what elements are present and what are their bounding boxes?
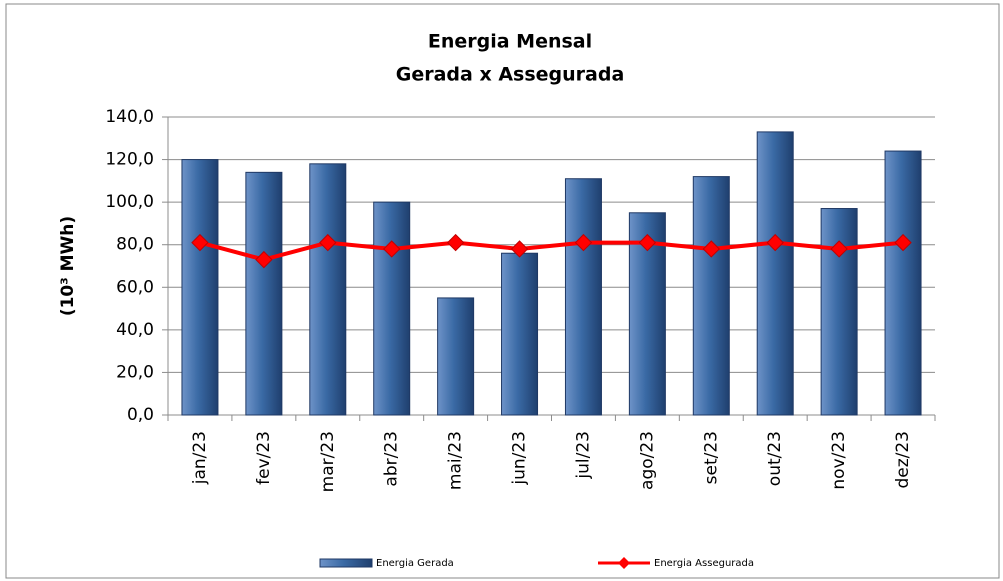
line xyxy=(199,240,904,262)
line-marker xyxy=(446,233,465,252)
x-tick-label: jan/23 xyxy=(190,431,210,485)
line-marker xyxy=(766,233,784,252)
y-axis-label: (10³ MWh) xyxy=(58,216,78,316)
x-tick-label: nov/23 xyxy=(829,431,849,490)
bar xyxy=(884,150,922,416)
bar xyxy=(820,208,858,416)
bar xyxy=(564,178,602,416)
x-tick-label: set/23 xyxy=(701,431,721,484)
legend-marker xyxy=(618,557,630,569)
bar xyxy=(756,131,794,416)
legend-label: Energia Gerada xyxy=(376,558,454,569)
line-marker xyxy=(894,233,912,252)
line-marker xyxy=(255,250,273,269)
x-tick-label: jun/23 xyxy=(510,431,530,486)
bar xyxy=(501,252,539,416)
bar xyxy=(373,201,411,416)
bar xyxy=(309,163,347,416)
x-tick-label: mar/23 xyxy=(318,431,338,492)
chart-title: Gerada x Assegurada xyxy=(396,64,625,86)
x-tick-label: fev/23 xyxy=(254,431,274,485)
x-tick-label: mai/23 xyxy=(446,431,466,490)
y-tick-label: 100,0 xyxy=(105,192,154,212)
x-tick-label: dez/23 xyxy=(893,431,913,489)
line-marker xyxy=(638,233,657,252)
legend-label: Energia Assegurada xyxy=(654,558,754,569)
y-tick-label: 60,0 xyxy=(116,277,154,297)
line-marker xyxy=(830,240,848,258)
line-marker xyxy=(383,240,401,258)
line-marker xyxy=(319,233,337,252)
bar xyxy=(692,176,730,416)
y-tick-label: 140,0 xyxy=(105,107,154,127)
line-marker xyxy=(702,240,720,258)
chart-title: Energia Mensal xyxy=(428,31,592,53)
y-tick-label: 20,0 xyxy=(116,362,154,382)
x-tick-label: jul/23 xyxy=(573,431,593,480)
bar xyxy=(245,171,283,416)
line-marker xyxy=(510,240,529,258)
bar xyxy=(181,159,219,416)
y-tick-label: 120,0 xyxy=(105,150,154,170)
x-tick-label: abr/23 xyxy=(382,431,402,487)
line-marker xyxy=(574,233,593,252)
y-tick-label: 80,0 xyxy=(116,235,154,255)
y-tick-label: 0,0 xyxy=(127,405,154,425)
line-marker xyxy=(191,233,209,252)
x-tick-label: ago/23 xyxy=(637,431,657,490)
x-tick-label: out/23 xyxy=(765,431,785,486)
legend-swatch xyxy=(319,558,373,568)
bar xyxy=(437,297,475,416)
y-tick-label: 40,0 xyxy=(116,320,154,340)
